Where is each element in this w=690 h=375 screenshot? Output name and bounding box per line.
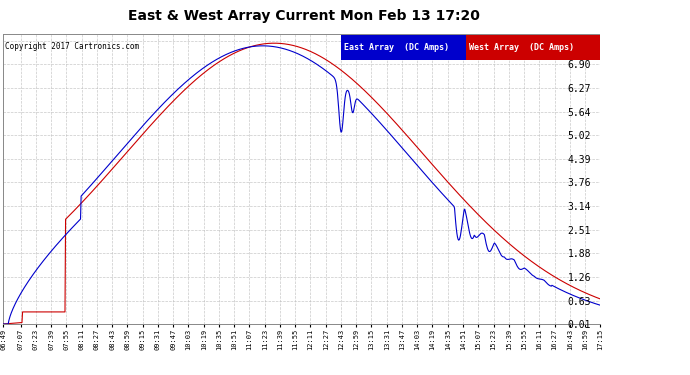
Text: East Array  (DC Amps): East Array (DC Amps) [344, 43, 449, 52]
Text: East & West Array Current Mon Feb 13 17:20: East & West Array Current Mon Feb 13 17:… [128, 9, 480, 23]
Text: West Array  (DC Amps): West Array (DC Amps) [469, 43, 575, 52]
Text: Copyright 2017 Cartronics.com: Copyright 2017 Cartronics.com [5, 42, 139, 51]
